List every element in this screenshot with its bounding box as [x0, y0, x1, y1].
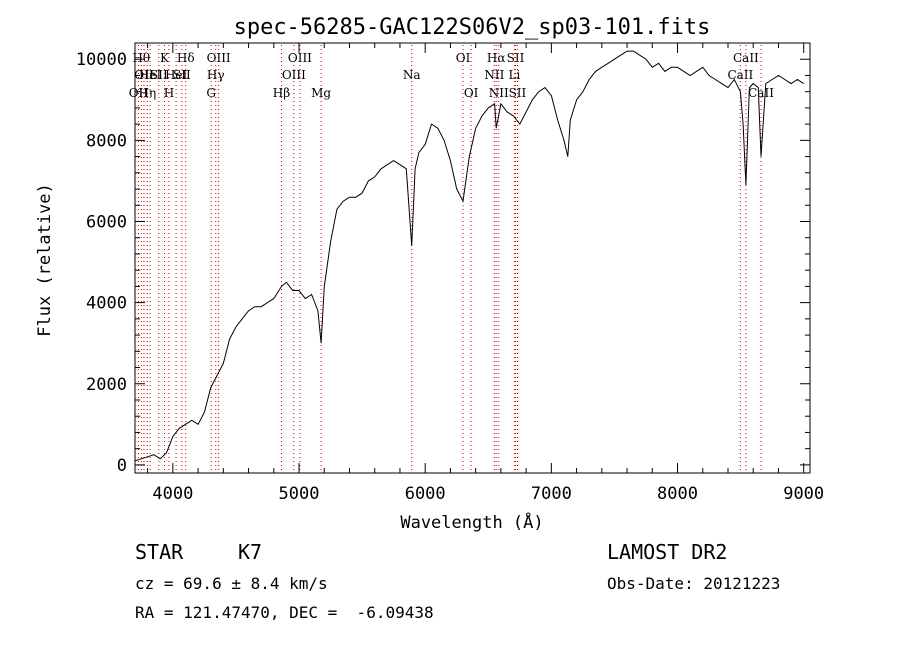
x-tick-label: 6000 [405, 484, 446, 504]
y-tick-label: 10000 [76, 50, 127, 70]
line-marker-label: NII [489, 86, 509, 100]
plot-frame [134, 42, 811, 474]
line-marker-label: SII [507, 51, 525, 65]
axes: 4000 5000 6000 7000 8000 9000 0 2000 4000 6000 800… [76, 42, 824, 504]
line-marker-label: SII [150, 68, 168, 82]
line-marker-label: Hδ [177, 51, 195, 65]
line-marker-label: Hη [139, 86, 157, 100]
line-marker-label: SII [509, 86, 527, 100]
line-marker-label: H [164, 86, 174, 100]
line-marker-label: OII [134, 68, 154, 82]
line-marker-label: OI [464, 86, 479, 100]
survey-name: LAMOST DR2 [607, 540, 728, 564]
line-marker-label: K [160, 51, 170, 65]
x-tick-label: 5000 [279, 484, 320, 504]
line-marker-label: CaII [727, 68, 753, 82]
line-marker-label: OIII [288, 51, 312, 65]
coordinates: RA = 121.47470, DEC = -6.09438 [135, 603, 434, 622]
y-tick-label: 2000 [86, 375, 127, 395]
line-marker-label: HeI [165, 68, 188, 82]
spectrum-chart: spec-56285-GAC122S06V2_sp03-101.fits OII… [35, 15, 824, 533]
line-marker-label: OI [456, 51, 471, 65]
line-marker-label: OIII [207, 51, 231, 65]
x-tick-label: 9000 [783, 484, 824, 504]
y-tick-label: 0 [117, 456, 127, 476]
x-axis-label: Wavelength (Å) [400, 511, 543, 533]
line-marker-label: HeI [139, 68, 162, 82]
line-marker-label: NII [484, 68, 504, 82]
redshift-text: cz = 69.6 ± 8.4 km/s [135, 574, 328, 593]
obs-date: Obs-Date: 20121223 [607, 574, 781, 593]
x-tick-label: 7000 [531, 484, 572, 504]
line-marker-label: CaII [733, 51, 759, 65]
object-class: STAR [135, 540, 184, 564]
line-marker-label: OII [129, 86, 149, 100]
chart-title: spec-56285-GAC122S06V2_sp03-101.fits [234, 15, 711, 40]
line-marker-label: CaII [748, 86, 774, 100]
x-tick-label: 8000 [657, 484, 698, 504]
line-markers: OIIHθOIIHηHeISIIKHHeISIIHδGHγOIIIHβOIIIO… [129, 45, 774, 471]
y-tick-label: 8000 [86, 131, 127, 151]
y-axis-label: Flux (relative) [35, 183, 55, 337]
line-marker-label: Li [508, 68, 520, 82]
line-marker-label: Na [403, 68, 421, 82]
line-marker-label: Mg [311, 86, 331, 100]
line-marker-label: Hθ [132, 51, 150, 65]
line-marker-label: G [206, 86, 216, 100]
x-tick-label: 4000 [152, 484, 193, 504]
line-marker-label: Hβ [273, 86, 290, 100]
line-marker-label: OIII [282, 68, 306, 82]
line-marker-label: SII [173, 68, 191, 82]
line-marker-label: Hγ [207, 68, 225, 82]
line-marker-label: Hα [487, 51, 506, 65]
spectrum-line [134, 50, 804, 462]
y-tick-label: 4000 [86, 294, 127, 314]
y-tick-label: 6000 [86, 212, 127, 232]
subclass: K7 [238, 540, 263, 564]
